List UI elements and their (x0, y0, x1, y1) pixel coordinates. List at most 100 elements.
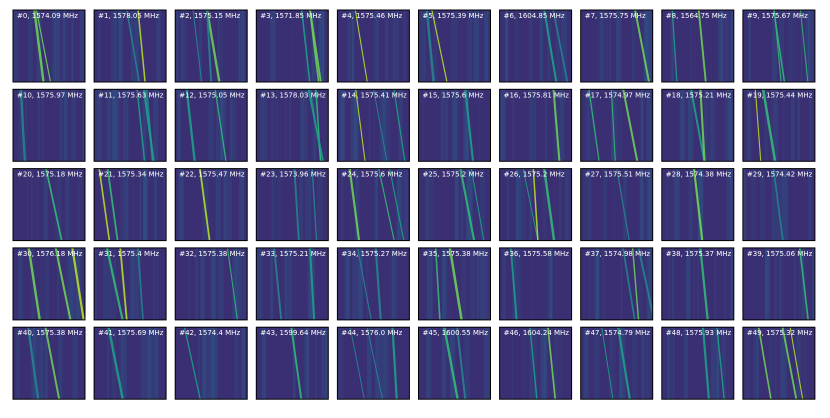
noise-band (631, 10, 636, 82)
noise-band (665, 168, 669, 241)
noise-band (62, 10, 66, 82)
noise-band (442, 327, 447, 400)
noise-band (349, 168, 352, 241)
noise-band (64, 89, 69, 162)
noise-band (17, 89, 20, 162)
panel-frame (255, 9, 329, 83)
noise-band (129, 247, 136, 320)
panel-frame (418, 88, 491, 162)
spectrogram-image (499, 10, 572, 82)
noise-band (103, 247, 108, 320)
noise-band (54, 168, 61, 241)
noise-band (43, 168, 48, 241)
noise-band (220, 89, 226, 162)
noise-band (730, 10, 734, 82)
noise-band (40, 247, 43, 320)
noise-band (441, 89, 444, 162)
signal-streak (357, 247, 372, 320)
noise-band (269, 10, 276, 82)
noise-band (175, 10, 179, 82)
noise-band (83, 247, 85, 320)
noise-band (463, 327, 468, 400)
spectrogram-panel: #48, 1575.93 MHz (661, 326, 735, 400)
spectrogram-panel: #20, 1575.18 MHz (12, 168, 86, 242)
noise-band (202, 168, 204, 241)
noise-band (531, 247, 534, 320)
noise-band (667, 247, 670, 320)
spectrogram-image (580, 327, 653, 400)
panel-label: #13, 1578.03 MHz (260, 91, 326, 99)
noise-band (175, 10, 180, 82)
spectrogram-image (13, 89, 85, 162)
noise-band (72, 247, 79, 320)
signal-streak (290, 327, 303, 400)
noise-band (239, 168, 245, 241)
noise-band (44, 168, 47, 241)
noise-band (746, 89, 750, 162)
panel-background (13, 10, 85, 82)
signal-streak (106, 168, 119, 241)
noise-band (71, 10, 75, 82)
noise-band (79, 10, 84, 82)
noise-band (36, 168, 39, 241)
noise-band (606, 10, 608, 82)
spectrogram-panel: #28, 1574.38 MHz (661, 168, 735, 242)
noise-band (153, 89, 159, 162)
noise-band (466, 168, 472, 241)
panel-frame (12, 326, 86, 400)
noise-band (449, 247, 451, 320)
spectrogram-image (175, 247, 248, 320)
noise-band (500, 89, 506, 162)
panel-background (499, 89, 572, 162)
noise-band (210, 327, 216, 400)
panel-frame (336, 168, 410, 242)
noise-band (242, 327, 246, 400)
signal-streak (107, 327, 124, 400)
spectrogram-panel: #38, 1575.37 MHz (661, 247, 735, 321)
panel-label: #2, 1575.15 MHz (179, 12, 240, 20)
signal-streak (391, 327, 398, 400)
spectrogram-panel: #35, 1575.38 MHz (418, 247, 491, 321)
panel-frame (418, 247, 491, 321)
noise-band (178, 168, 183, 241)
panel-frame (499, 88, 573, 162)
spectrogram-panel: #19, 1575.44 MHz (742, 88, 816, 162)
spectrogram-panel: #23, 1573.96 MHz (255, 168, 329, 242)
noise-band (118, 10, 124, 82)
noise-band (397, 168, 401, 241)
spectrogram-panel: #49, 1575.32 MHz (742, 326, 816, 400)
noise-band (359, 247, 363, 320)
panel-background (580, 168, 653, 241)
noise-band (643, 10, 648, 82)
spectrogram-panel: #10, 1575.97 MHz (12, 88, 86, 162)
spectrogram-panel: #42, 1574.4 MHz (174, 326, 248, 400)
noise-band (639, 168, 645, 241)
noise-band (484, 10, 489, 82)
panel-background (499, 247, 572, 320)
noise-band (321, 327, 325, 400)
noise-band (611, 89, 615, 162)
noise-band (646, 89, 652, 162)
panel-frame (661, 168, 735, 242)
signal-streak (434, 247, 441, 320)
noise-band (154, 247, 159, 320)
noise-band (550, 247, 552, 320)
signal-streak (543, 168, 556, 241)
noise-band (230, 89, 234, 162)
panel-frame (661, 88, 735, 162)
noise-band (486, 10, 489, 82)
noise-band (30, 168, 33, 241)
noise-band (808, 10, 810, 82)
panel-label: #26, 1575.2 MHz (504, 171, 565, 179)
noise-band (391, 10, 393, 82)
signal-streak (757, 327, 772, 400)
noise-band (730, 10, 734, 82)
signal-streak (45, 168, 63, 241)
noise-band (354, 89, 359, 162)
noise-band (480, 168, 485, 241)
panel-frame (12, 168, 86, 242)
spectrogram-image (337, 327, 410, 400)
noise-band (381, 89, 387, 162)
noise-band (145, 327, 151, 400)
noise-band (727, 327, 730, 400)
